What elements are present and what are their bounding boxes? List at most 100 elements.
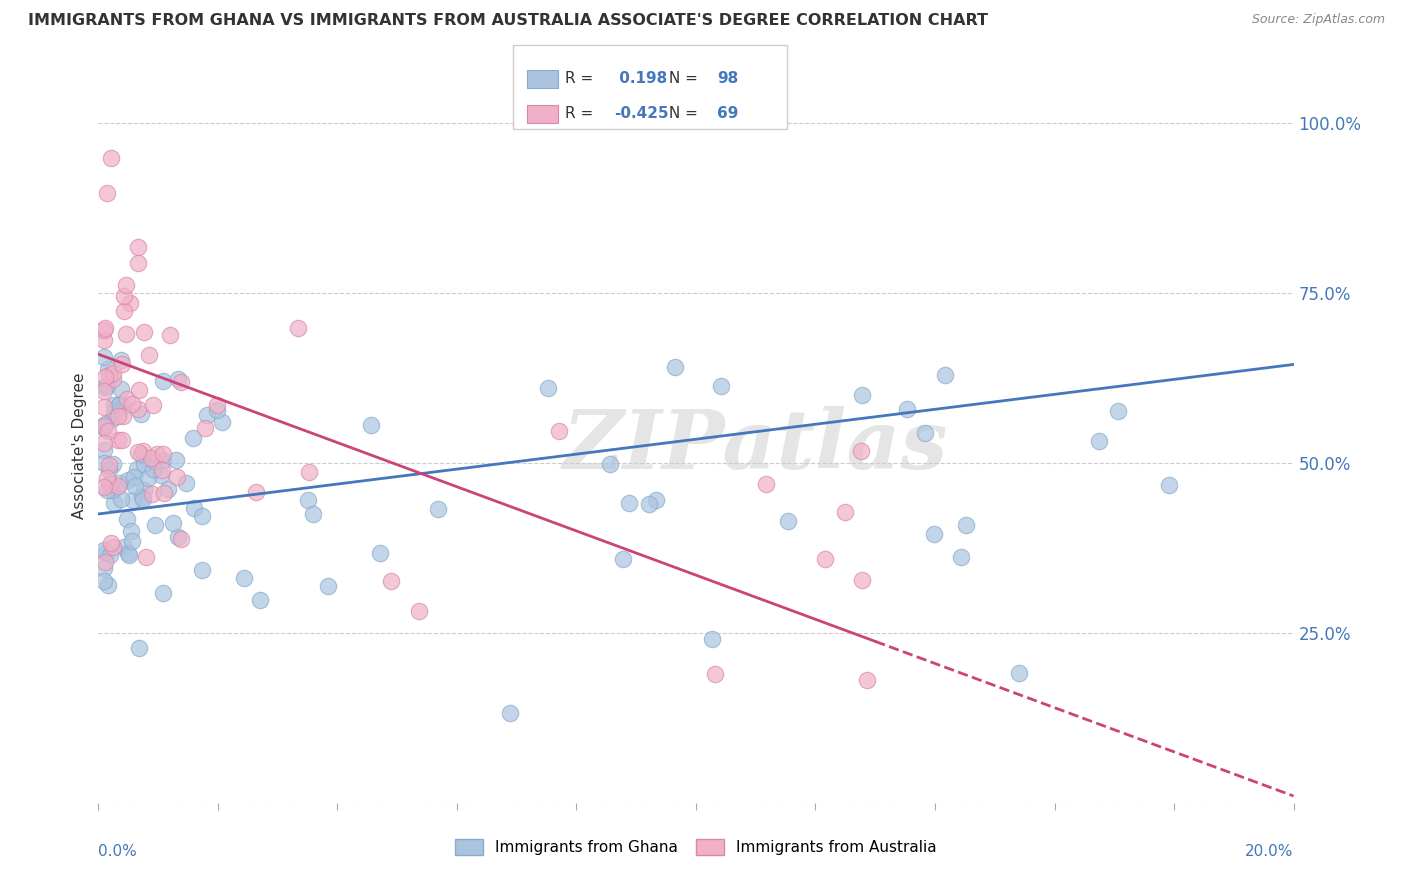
Point <box>101 540 124 554</box>
Point <box>287 321 309 335</box>
Point <box>94 555 117 569</box>
Point <box>856 673 879 687</box>
Point <box>115 512 138 526</box>
Point <box>131 490 153 504</box>
Point <box>380 574 402 588</box>
Text: R =: R = <box>565 71 599 86</box>
Point <box>949 549 972 564</box>
Point <box>93 436 115 450</box>
Point <box>103 405 125 419</box>
Point <box>914 425 936 440</box>
Point <box>159 327 181 342</box>
Point <box>103 366 125 380</box>
Point <box>849 444 872 458</box>
Point <box>114 303 136 318</box>
Point <box>124 479 146 493</box>
Point <box>97 362 120 376</box>
Point <box>143 518 166 533</box>
Point <box>134 326 156 340</box>
Point <box>114 278 136 293</box>
Point <box>710 379 733 393</box>
Point <box>100 151 122 165</box>
Point <box>125 462 148 476</box>
Point <box>134 457 156 471</box>
Point <box>152 447 174 461</box>
Point <box>118 296 141 310</box>
Point <box>152 585 174 599</box>
Point <box>142 462 165 476</box>
Point <box>896 402 918 417</box>
Point <box>138 471 160 485</box>
Point <box>117 473 139 487</box>
Point <box>145 447 167 461</box>
Point <box>183 501 205 516</box>
Point <box>149 468 172 483</box>
Text: 0.0%: 0.0% <box>98 845 138 860</box>
Point <box>205 398 228 412</box>
Point <box>127 401 149 416</box>
Text: 98: 98 <box>717 71 738 86</box>
Point <box>96 546 118 560</box>
Point <box>97 424 120 438</box>
Point <box>120 524 142 538</box>
Point <box>117 392 139 407</box>
Point <box>121 534 143 549</box>
Point <box>103 398 125 412</box>
Point <box>851 573 873 587</box>
Point <box>129 407 152 421</box>
Point <box>100 535 122 549</box>
Point <box>316 579 339 593</box>
Point <box>101 412 124 426</box>
Point <box>170 532 193 546</box>
Point <box>93 380 115 394</box>
Point <box>93 480 115 494</box>
Point <box>110 382 132 396</box>
Point <box>211 415 233 429</box>
Point <box>93 456 115 470</box>
Point <box>851 388 873 402</box>
Y-axis label: Associate's Degree: Associate's Degree <box>72 373 87 519</box>
Point <box>814 552 837 566</box>
Text: 0.198: 0.198 <box>614 71 668 86</box>
Point <box>98 476 121 491</box>
Point <box>97 368 120 383</box>
Point <box>141 486 163 500</box>
Point <box>834 505 856 519</box>
Point <box>170 376 193 390</box>
Point <box>134 483 156 498</box>
Point <box>93 561 115 575</box>
Point <box>101 457 124 471</box>
Point <box>93 421 115 435</box>
Point <box>664 360 686 375</box>
Point <box>191 509 214 524</box>
Point <box>702 632 724 646</box>
Point <box>108 476 131 491</box>
Point <box>755 477 778 491</box>
Point <box>93 384 115 398</box>
Point <box>96 378 118 392</box>
Point <box>302 507 325 521</box>
Text: R =: R = <box>565 106 599 120</box>
Point <box>112 409 135 423</box>
Point <box>121 397 143 411</box>
Point <box>426 502 449 516</box>
Point <box>115 327 138 342</box>
Text: 20.0%: 20.0% <box>1246 845 1294 860</box>
Point <box>704 666 727 681</box>
Point <box>599 457 621 471</box>
Point <box>111 433 134 447</box>
Point <box>1157 478 1180 492</box>
Legend: Immigrants from Ghana, Immigrants from Australia: Immigrants from Ghana, Immigrants from A… <box>447 831 945 863</box>
Point <box>142 398 165 412</box>
Point <box>93 350 115 364</box>
Point <box>111 401 134 415</box>
Point <box>96 471 118 485</box>
Point <box>165 453 187 467</box>
Point <box>167 372 190 386</box>
Point <box>129 447 152 461</box>
Point <box>152 453 174 467</box>
Point <box>127 445 149 459</box>
Point <box>127 240 149 254</box>
Point <box>1088 434 1111 448</box>
Point <box>94 417 117 432</box>
